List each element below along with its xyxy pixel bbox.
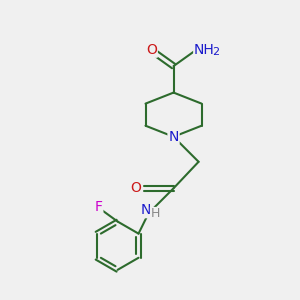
Text: 2: 2 bbox=[212, 47, 219, 57]
Text: N: N bbox=[168, 130, 179, 144]
Text: O: O bbox=[146, 43, 157, 57]
Text: N: N bbox=[140, 203, 151, 218]
Text: O: O bbox=[130, 181, 141, 195]
Text: NH: NH bbox=[194, 43, 215, 57]
Text: H: H bbox=[150, 207, 160, 220]
Text: F: F bbox=[94, 200, 103, 214]
